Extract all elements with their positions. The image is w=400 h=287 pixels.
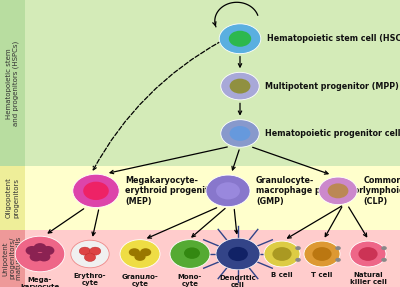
Text: Hematopoietic progenitor cell (HPC): Hematopoietic progenitor cell (HPC)	[265, 129, 400, 138]
Circle shape	[221, 120, 259, 147]
Circle shape	[228, 247, 248, 261]
Circle shape	[216, 238, 260, 270]
Circle shape	[38, 252, 50, 261]
Circle shape	[221, 72, 259, 100]
Circle shape	[134, 253, 146, 261]
Circle shape	[15, 236, 65, 272]
Bar	[0, 0, 400, 166]
Circle shape	[295, 258, 301, 262]
Circle shape	[206, 175, 250, 207]
Circle shape	[272, 247, 292, 261]
Circle shape	[42, 246, 54, 255]
Circle shape	[79, 247, 90, 255]
Circle shape	[350, 241, 386, 267]
Circle shape	[319, 177, 357, 205]
Circle shape	[264, 241, 300, 267]
Text: T cell: T cell	[311, 272, 333, 278]
Circle shape	[219, 24, 261, 54]
Circle shape	[184, 247, 200, 259]
Circle shape	[129, 248, 140, 256]
Text: Common
lymphoid progenitor
(CLP): Common lymphoid progenitor (CLP)	[363, 176, 400, 206]
Circle shape	[358, 247, 378, 261]
Text: Hematopoietic stem
and progenitors (HSPCs): Hematopoietic stem and progenitors (HSPC…	[6, 40, 19, 126]
Circle shape	[230, 126, 250, 141]
Circle shape	[229, 31, 251, 47]
Circle shape	[170, 240, 210, 268]
Circle shape	[312, 247, 332, 261]
Circle shape	[71, 240, 109, 268]
Circle shape	[335, 246, 341, 250]
Bar	[0, 166, 400, 230]
Circle shape	[328, 183, 348, 198]
Bar	[0, 166, 25, 230]
Circle shape	[335, 258, 341, 262]
Circle shape	[216, 182, 240, 199]
Circle shape	[34, 243, 46, 252]
Text: Granuло-
cyte: Granuло- cyte	[122, 274, 158, 286]
Text: Multipotent progenitor (MPP): Multipotent progenitor (MPP)	[265, 82, 399, 91]
Bar	[0, 0, 25, 166]
Circle shape	[73, 174, 119, 208]
Circle shape	[26, 246, 38, 255]
Text: Megakaryocyte-
erythroid progenitor
(MEP): Megakaryocyte- erythroid progenitor (MEP…	[125, 176, 218, 206]
Bar	[0, 230, 400, 287]
Text: Mono-
cyte: Mono- cyte	[178, 274, 202, 286]
Circle shape	[120, 240, 160, 268]
Text: Granulocyte-
macrophage progenitor
(GMP): Granulocyte- macrophage progenitor (GMP)	[256, 176, 363, 206]
Text: Natural
killer cell: Natural killer cell	[350, 272, 386, 285]
Text: Erythro-
cyte: Erythro- cyte	[74, 273, 106, 286]
Circle shape	[304, 241, 340, 267]
Text: Oligopotent
progenitors: Oligopotent progenitors	[6, 178, 19, 218]
Circle shape	[30, 252, 42, 261]
Circle shape	[90, 247, 101, 255]
Text: B cell: B cell	[271, 272, 293, 278]
Text: Hematopoietic stem cell (HSC): Hematopoietic stem cell (HSC)	[267, 34, 400, 43]
Circle shape	[84, 253, 96, 261]
Circle shape	[381, 258, 387, 262]
Circle shape	[230, 79, 250, 94]
Circle shape	[83, 182, 109, 200]
Text: Unipotent
progenitors/
mature cells: Unipotent progenitors/ mature cells	[2, 237, 22, 280]
Circle shape	[381, 246, 387, 250]
Circle shape	[140, 248, 151, 256]
Bar	[0, 230, 25, 287]
Circle shape	[295, 246, 301, 250]
Text: Dendritic
cell: Dendritic cell	[220, 275, 256, 287]
Text: Mega-
karyocyte: Mega- karyocyte	[20, 277, 60, 287]
